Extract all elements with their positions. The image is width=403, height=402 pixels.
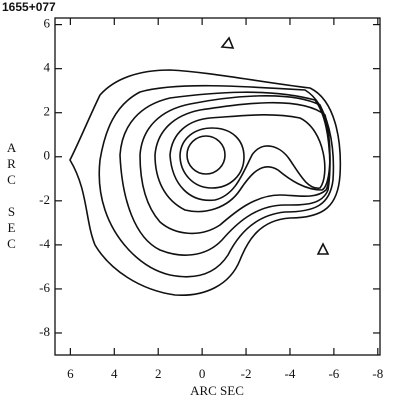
- x-tick-label: 0: [199, 366, 206, 381]
- y-tick-label: -8: [39, 324, 50, 339]
- x-tick-label: -8: [372, 366, 383, 381]
- x-tick-label: 4: [111, 366, 118, 381]
- chart-title: 1655+077: [2, 0, 56, 14]
- y-tick-label: 2: [44, 104, 51, 119]
- y-tick-label: 0: [44, 148, 51, 163]
- x-tick-label: 6: [67, 366, 74, 381]
- contour: [69, 69, 342, 296]
- y-tick-label: 6: [44, 16, 51, 31]
- y-axis-label: ARC SEC: [4, 140, 19, 252]
- x-tick-label: -6: [328, 366, 339, 381]
- contour: [169, 114, 326, 202]
- x-axis-label: ARC SEC: [190, 383, 244, 398]
- y-tick-label: -6: [39, 280, 50, 295]
- plot-frame: [54, 17, 381, 356]
- x-tick-label: -2: [241, 366, 252, 381]
- x-tick-label: 2: [155, 366, 162, 381]
- contour: [119, 91, 331, 256]
- contour: [316, 242, 330, 255]
- contour: [139, 95, 331, 235]
- y-tick-label: 4: [44, 60, 51, 75]
- contour: [98, 84, 335, 278]
- contour: [220, 36, 235, 49]
- contour: [179, 127, 245, 189]
- contour: [186, 135, 226, 175]
- y-tick-label: -2: [39, 192, 50, 207]
- x-tick-label: -4: [285, 366, 296, 381]
- contour: [154, 101, 331, 213]
- contours: [69, 36, 342, 296]
- y-tick-label: -4: [39, 236, 50, 251]
